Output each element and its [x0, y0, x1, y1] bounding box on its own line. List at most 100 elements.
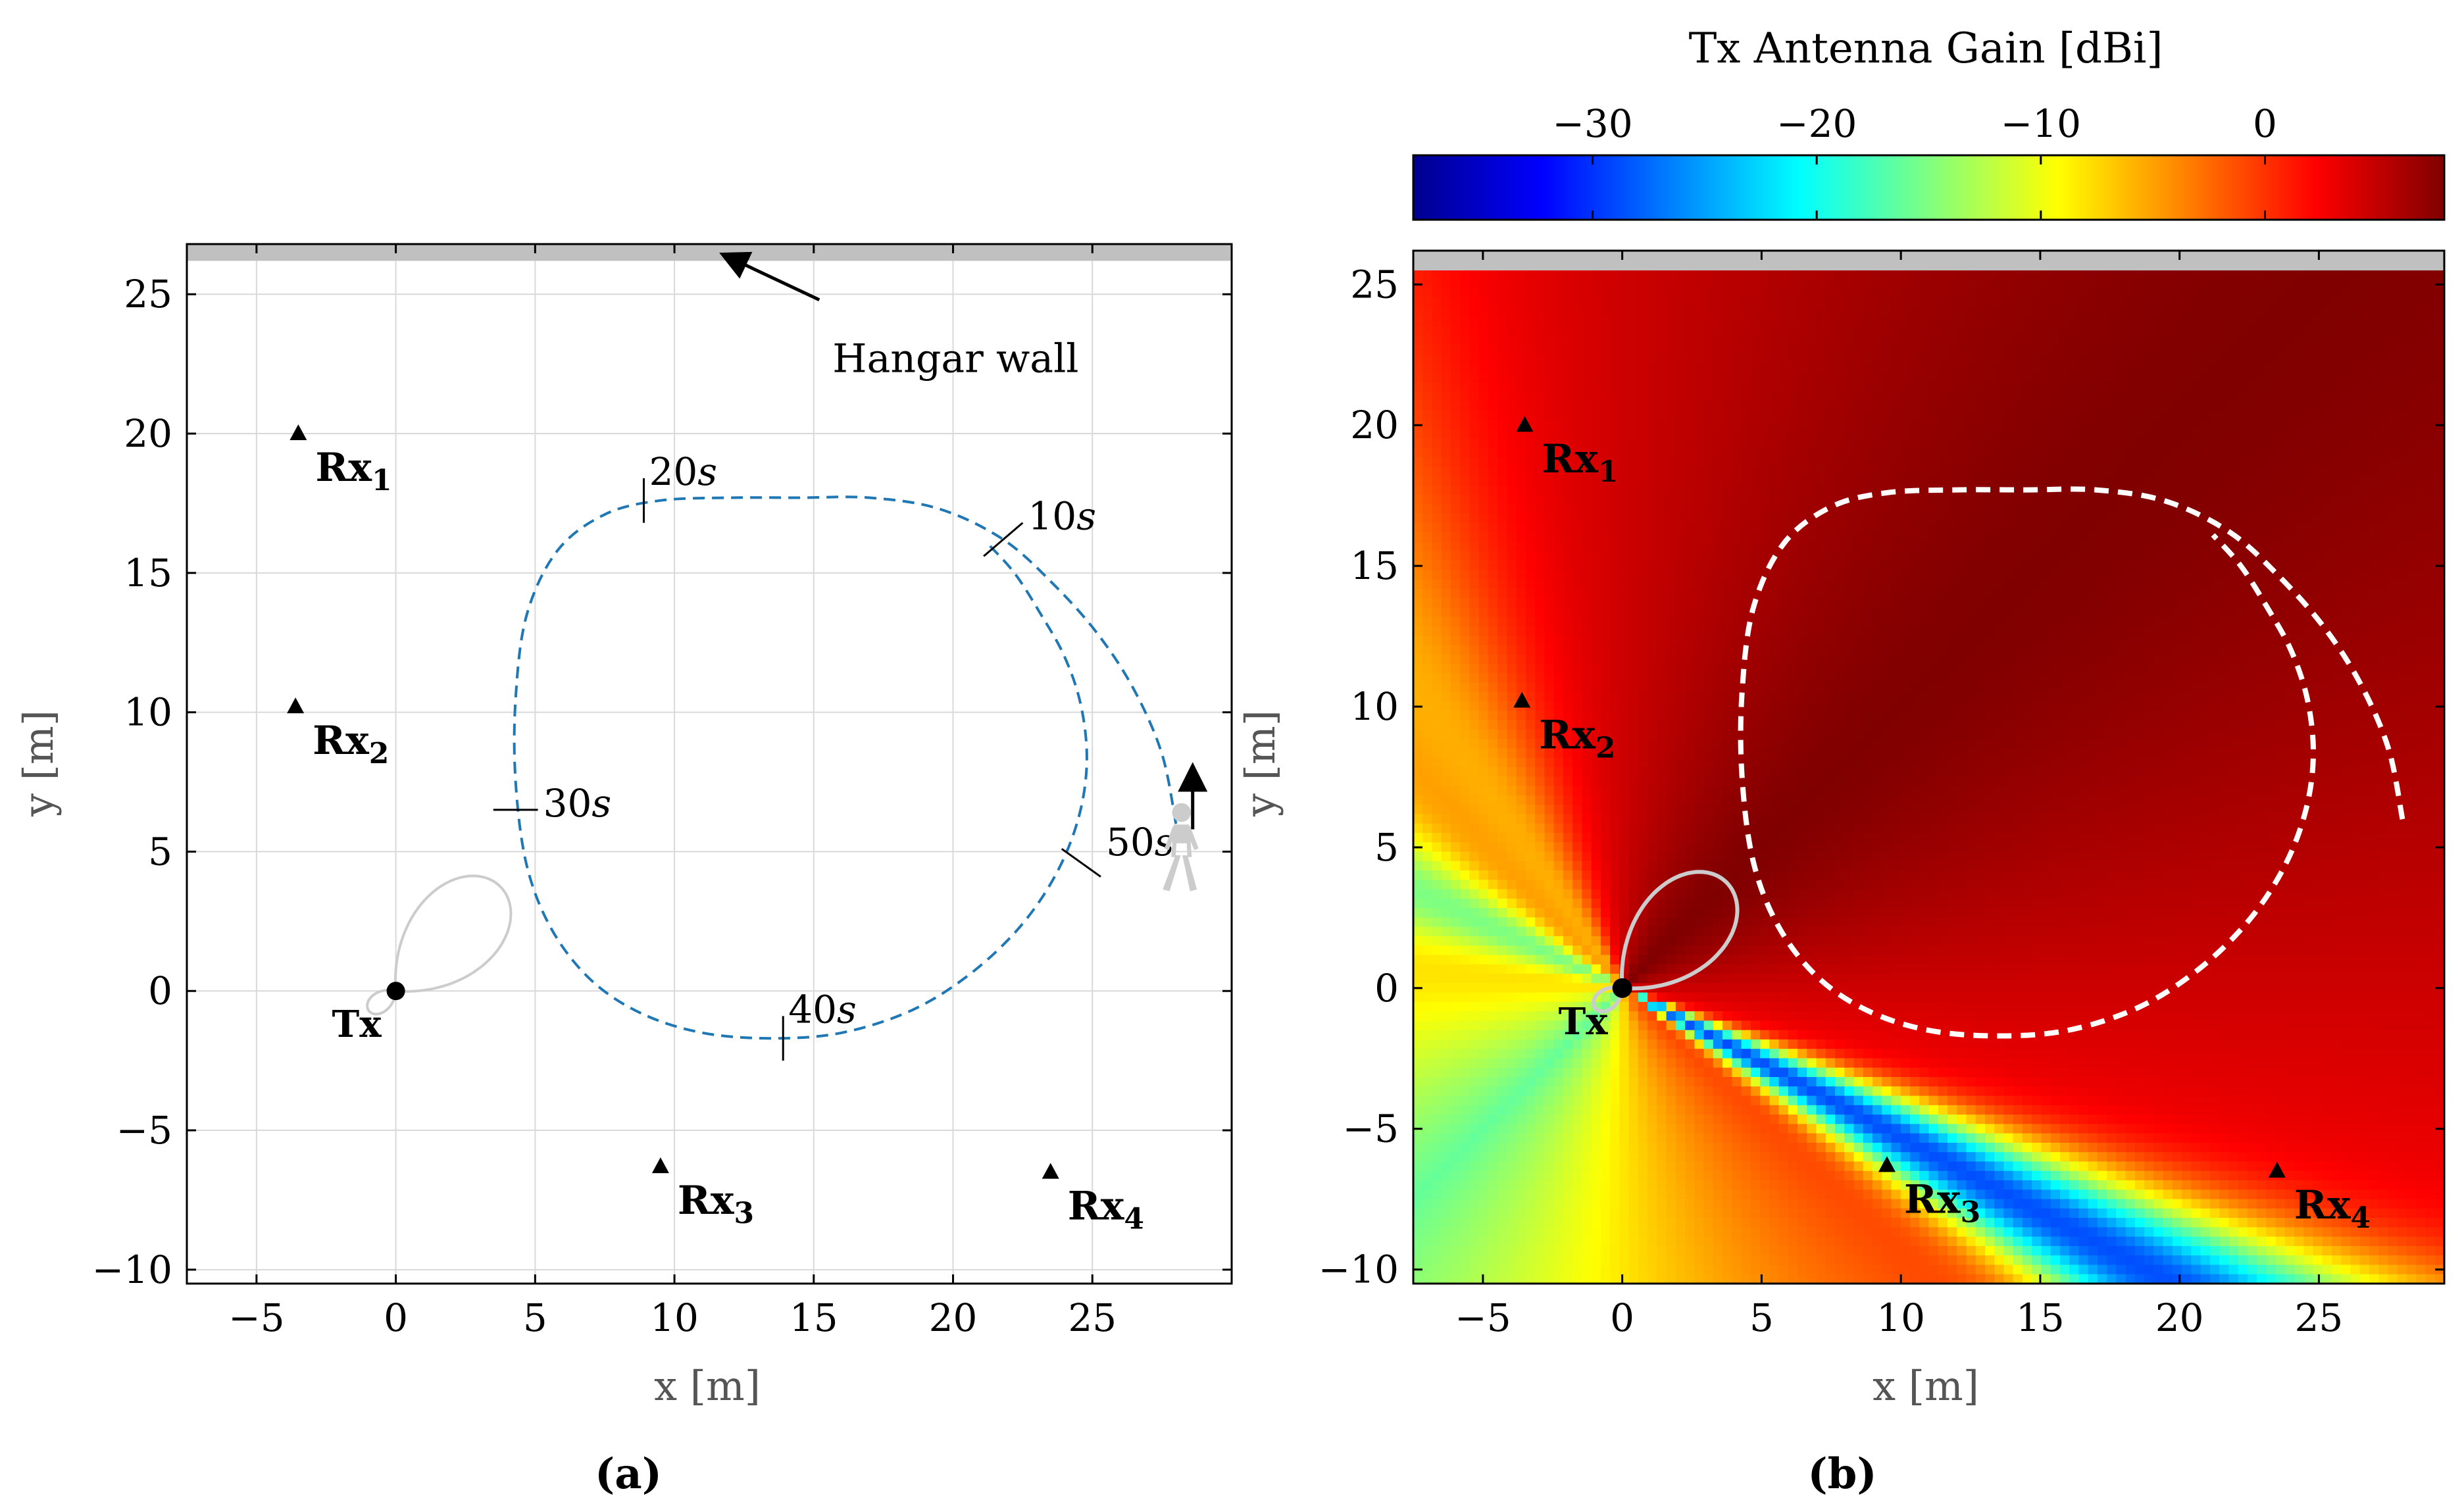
heatmap-cell — [1675, 485, 1686, 495]
heatmap-cell — [1666, 776, 1676, 787]
heatmap-cell — [1535, 720, 1546, 730]
heatmap-cell — [1807, 823, 1817, 834]
heatmap-cell — [1657, 297, 1667, 308]
heatmap-cell — [1675, 466, 1686, 477]
heatmap-cell — [1610, 1030, 1620, 1040]
heatmap-cell — [1703, 908, 1714, 918]
heatmap-cell — [1619, 1030, 1630, 1040]
heatmap-cell — [1432, 626, 1442, 636]
heatmap-cell — [1469, 720, 1480, 730]
heatmap-cell — [1638, 466, 1648, 477]
heatmap-cell — [1741, 532, 1751, 543]
heatmap-cell — [1469, 832, 1480, 843]
heatmap-cell — [1413, 1274, 1423, 1284]
heatmap-cell — [1703, 1218, 1714, 1228]
heatmap-cell — [1769, 344, 1780, 355]
heatmap-cell — [1600, 1170, 1611, 1181]
heatmap-cell — [1600, 1208, 1611, 1218]
heatmap-cell — [1450, 748, 1461, 759]
heatmap-cell — [1460, 485, 1471, 495]
heatmap-cell — [1610, 504, 1620, 514]
heatmap-cell — [1516, 1265, 1526, 1275]
heatmap-cell — [1703, 1170, 1714, 1181]
heatmap-cell — [1525, 288, 1536, 298]
heatmap-cell — [1657, 992, 1667, 1003]
heatmap-cell — [1478, 495, 1489, 505]
heatmap-cell — [1713, 288, 1723, 298]
heatmap-cell — [1675, 588, 1686, 599]
heatmap-cell — [1525, 1124, 1536, 1134]
heatmap-cell — [1525, 513, 1536, 524]
heatmap-cell — [1441, 974, 1451, 984]
heatmap-cell — [1525, 316, 1536, 326]
heatmap-cell — [1798, 504, 1807, 514]
heatmap-cell — [1694, 823, 1705, 834]
heatmap-cell — [1544, 401, 1555, 411]
heatmap-cell — [1600, 729, 1611, 739]
heatmap-cell — [1600, 561, 1611, 570]
heatmap-cell — [1413, 795, 1423, 805]
heatmap-cell — [1497, 729, 1508, 739]
heatmap-cell — [1460, 476, 1471, 486]
heatmap-cell — [1750, 532, 1761, 543]
heatmap-cell — [1488, 926, 1498, 937]
heatmap-cell — [1694, 1011, 1705, 1021]
heatmap-cell — [1469, 729, 1480, 739]
heatmap-cell — [1488, 1020, 1498, 1031]
heatmap-cell — [1741, 1011, 1751, 1021]
heatmap-cell — [1478, 720, 1489, 730]
heatmap-cell — [1610, 354, 1620, 364]
heatmap-cell — [1675, 720, 1686, 730]
heatmap-cell — [1610, 917, 1620, 928]
heatmap-cell — [1441, 701, 1451, 711]
heatmap-cell — [1544, 1030, 1555, 1040]
heatmap-cell — [1497, 307, 1508, 317]
heatmap-cell — [1760, 682, 1770, 693]
heatmap-cell — [1694, 814, 1705, 824]
heatmap-cell — [1807, 1190, 1817, 1200]
heatmap-cell — [1413, 551, 1423, 561]
heatmap-cell — [1478, 447, 1489, 458]
heatmap-cell — [1516, 814, 1526, 824]
heatmap-cell — [1675, 823, 1686, 834]
heatmap-cell — [1535, 908, 1546, 918]
heatmap-cell — [1647, 1049, 1657, 1059]
heatmap-cell — [1544, 861, 1555, 871]
heatmap-cell — [1778, 1030, 1789, 1040]
heatmap-cell — [1441, 729, 1451, 739]
heatmap-cell — [1422, 711, 1433, 721]
heatmap-cell — [1507, 936, 1517, 946]
heatmap-cell — [1553, 786, 1564, 796]
heatmap-cell — [1778, 1039, 1789, 1049]
heatmap-cell — [1469, 936, 1480, 946]
heatmap-cell — [1666, 495, 1676, 505]
heatmap-cell — [1647, 1067, 1657, 1078]
heatmap-cell — [1422, 832, 1433, 843]
heatmap-cell — [1525, 776, 1536, 787]
heatmap-cell — [1666, 1199, 1676, 1209]
heatmap-cell — [1582, 541, 1592, 552]
heatmap-cell — [1760, 588, 1770, 599]
heatmap-cell — [1432, 739, 1442, 749]
heatmap-cell — [1525, 917, 1536, 928]
heatmap-cell — [1516, 1180, 1526, 1190]
heatmap-cell — [1478, 664, 1489, 674]
heatmap-cell — [1628, 354, 1639, 364]
heatmap-cell — [1413, 541, 1423, 552]
heatmap-cell — [1553, 682, 1564, 693]
heatmap-cell — [1760, 1227, 1770, 1238]
heatmap-cell — [1769, 776, 1780, 787]
heatmap-cell — [1722, 495, 1732, 505]
heatmap-cell — [1816, 1133, 1826, 1143]
heatmap-cell — [1478, 870, 1489, 880]
heatmap-cell — [1441, 1011, 1451, 1021]
heatmap-cell — [1460, 382, 1471, 392]
heatmap-cell — [1460, 316, 1471, 326]
heatmap-cell — [1694, 861, 1705, 871]
heatmap-cell — [1450, 1020, 1461, 1031]
heatmap-cell — [1685, 1265, 1695, 1275]
heatmap-cell — [1760, 992, 1770, 1003]
heatmap-cell — [1703, 776, 1714, 787]
heatmap-cell — [1563, 1255, 1573, 1266]
heatmap-cell — [1544, 701, 1555, 711]
